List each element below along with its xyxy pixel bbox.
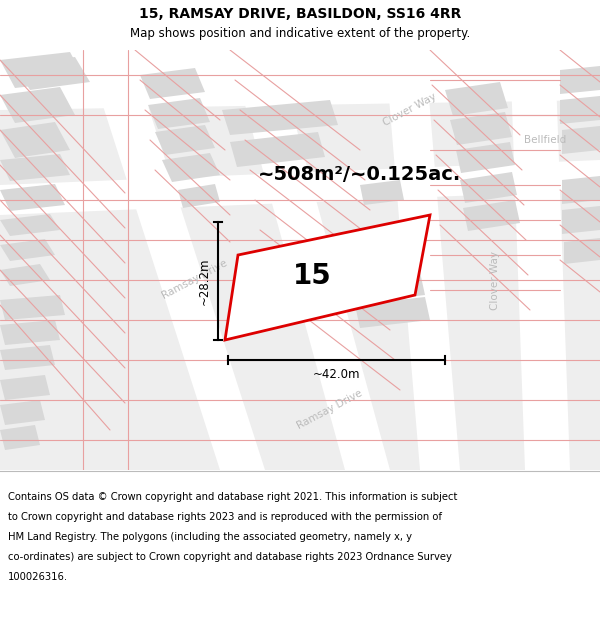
Polygon shape (148, 98, 210, 129)
Polygon shape (456, 142, 515, 173)
Polygon shape (0, 214, 60, 236)
Text: Clover Way: Clover Way (382, 92, 439, 128)
Polygon shape (222, 100, 338, 135)
Text: 15, RAMSAY DRIVE, BASILDON, SS16 4RR: 15, RAMSAY DRIVE, BASILDON, SS16 4RR (139, 7, 461, 21)
Polygon shape (562, 126, 600, 154)
Text: ~508m²/~0.125ac.: ~508m²/~0.125ac. (259, 166, 461, 184)
Polygon shape (0, 400, 45, 425)
Polygon shape (15, 57, 90, 90)
Polygon shape (0, 160, 600, 215)
Polygon shape (280, 262, 356, 293)
Polygon shape (0, 295, 65, 320)
Polygon shape (385, 50, 460, 470)
Text: 15: 15 (293, 262, 331, 290)
Polygon shape (0, 50, 600, 110)
Polygon shape (0, 87, 75, 123)
Polygon shape (445, 82, 508, 116)
Polygon shape (290, 287, 360, 316)
Polygon shape (463, 200, 520, 231)
Text: ~42.0m: ~42.0m (313, 369, 360, 381)
Text: Contains OS data © Crown copyright and database right 2021. This information is : Contains OS data © Crown copyright and d… (8, 492, 457, 502)
Polygon shape (225, 215, 430, 340)
Text: to Crown copyright and database rights 2023 and is reproduced with the permissio: to Crown copyright and database rights 2… (8, 512, 442, 522)
Polygon shape (178, 184, 220, 208)
Polygon shape (0, 375, 50, 400)
Text: Ramsay Drive: Ramsay Drive (161, 259, 229, 301)
Polygon shape (562, 176, 600, 204)
Polygon shape (564, 238, 600, 264)
Polygon shape (562, 206, 600, 234)
Text: Map shows position and indicative extent of the property.: Map shows position and indicative extent… (130, 28, 470, 41)
Polygon shape (0, 184, 65, 211)
Text: Ramsay Drive: Ramsay Drive (296, 389, 364, 431)
Polygon shape (0, 154, 70, 181)
Polygon shape (155, 125, 215, 155)
Polygon shape (0, 239, 55, 261)
Polygon shape (560, 66, 600, 94)
Polygon shape (0, 425, 40, 450)
Polygon shape (0, 52, 85, 88)
Text: ~28.2m: ~28.2m (197, 258, 211, 305)
Polygon shape (162, 153, 220, 182)
Text: co-ordinates) are subject to Crown copyright and database rights 2023 Ordnance S: co-ordinates) are subject to Crown copyr… (8, 552, 452, 562)
Polygon shape (510, 50, 570, 470)
Polygon shape (0, 320, 60, 345)
Polygon shape (450, 112, 512, 145)
Polygon shape (0, 345, 55, 370)
Polygon shape (230, 132, 325, 167)
Polygon shape (360, 180, 404, 205)
Polygon shape (140, 68, 205, 99)
Text: Clover Way: Clover Way (490, 251, 500, 309)
Polygon shape (460, 172, 517, 203)
Text: 100026316.: 100026316. (8, 572, 68, 582)
Polygon shape (560, 96, 600, 124)
Text: HM Land Registry. The polygons (including the associated geometry, namely x, y: HM Land Registry. The polygons (includin… (8, 532, 412, 542)
Polygon shape (230, 50, 390, 470)
Polygon shape (350, 272, 425, 303)
Polygon shape (0, 122, 70, 158)
Polygon shape (85, 50, 265, 470)
Text: Bellfield: Bellfield (524, 135, 566, 145)
Polygon shape (355, 297, 430, 328)
Polygon shape (0, 264, 50, 286)
